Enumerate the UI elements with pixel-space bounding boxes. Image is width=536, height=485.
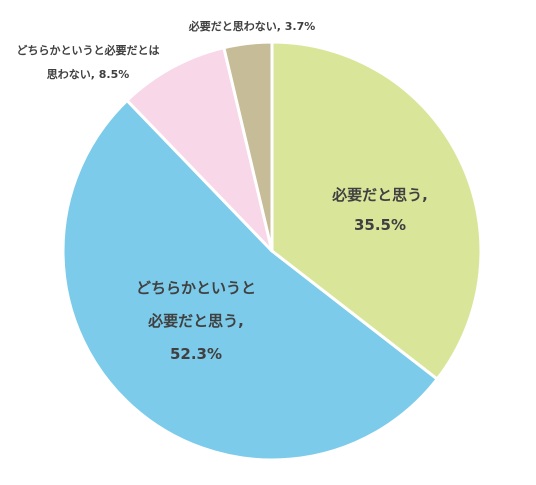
slice-label-line: 35.5% <box>354 216 406 234</box>
slice-label-line: 必要だと思う, <box>331 186 428 204</box>
slice-label-line: 必要だと思わない, 3.7% <box>188 19 316 33</box>
slice-label-1: 必要だと思う, 35.5% <box>331 186 428 234</box>
pie-labels: 必要だと思う, 35.5%どちらかというと必要だと思う, 52.3%どちらかというと… <box>17 19 428 363</box>
slice-label-line: どちらかというと <box>136 279 256 297</box>
slice-label-3: どちらかというと必要だとは思わない, 8.5% <box>17 43 160 81</box>
slice-label-line: 52.3% <box>170 345 222 363</box>
slice-label-4: 必要だと思わない, 3.7% <box>188 19 316 33</box>
slice-label-line: 必要だと思う, <box>147 312 244 330</box>
slice-label-line: 思わない, 8.5% <box>47 68 130 81</box>
slice-label-2: どちらかというと必要だと思う, 52.3% <box>136 279 256 363</box>
pie-slice-4 <box>222 40 274 253</box>
slice-label-line: どちらかというと必要だとは <box>17 43 160 57</box>
pie-slice-2 <box>61 98 439 462</box>
pie-slice-1 <box>270 40 483 381</box>
pie-slices <box>61 40 483 462</box>
